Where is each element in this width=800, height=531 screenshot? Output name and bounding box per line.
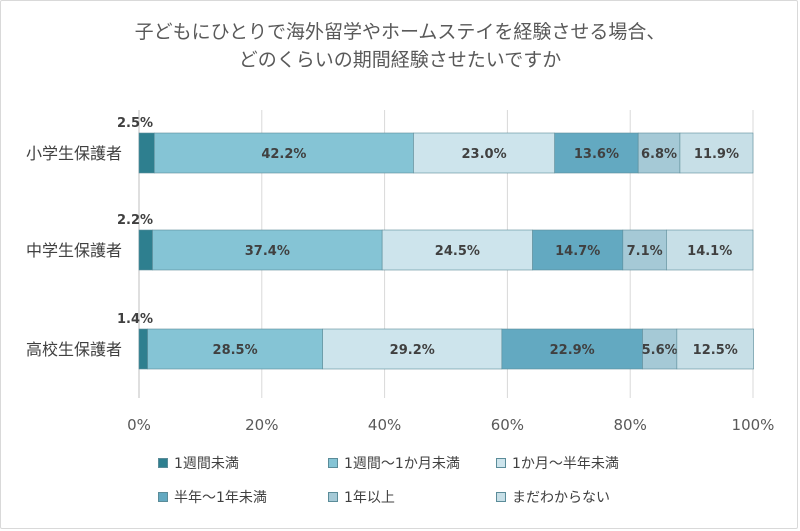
bar-segment <box>666 229 754 271</box>
legend-swatch <box>158 458 168 468</box>
bar-segment <box>138 132 155 174</box>
bar-segment <box>637 132 681 174</box>
data-label: 42.2% <box>261 147 306 162</box>
chart-title-line2: どのくらいの期間経験させたいですか <box>238 49 562 71</box>
chart-title: 子どもにひとりで海外留学やホームステイを経験させる場合、 どのくらいの期間経験さ… <box>0 18 800 74</box>
bar-segment <box>138 229 153 271</box>
chart-title-line1: 子どもにひとりで海外留学やホームステイを経験させる場合、 <box>134 21 666 43</box>
bar-segment <box>554 132 639 174</box>
data-label: 22.9% <box>550 343 595 358</box>
x-tick-label: 0% <box>127 416 151 434</box>
data-label: 2.5% <box>117 116 153 131</box>
legend-label: 1か月～半年未満 <box>512 456 619 472</box>
x-tick-label: 60% <box>491 416 524 434</box>
bar-segment <box>532 229 624 271</box>
x-tick-label: 20% <box>245 416 278 434</box>
legend-item: 1か月～半年未満 <box>496 453 619 473</box>
legend-label: 半年～1年未満 <box>174 490 267 506</box>
legend-item: 1週間～1か月未満 <box>328 453 460 473</box>
data-label: 7.1% <box>627 244 663 259</box>
category-label: 高校生保護者 <box>26 340 122 359</box>
data-label: 14.1% <box>687 244 732 259</box>
legend-label: まだわからない <box>512 490 610 506</box>
bar-segment <box>676 328 754 370</box>
data-label: 13.6% <box>574 147 619 162</box>
data-label: 11.9% <box>694 147 739 162</box>
legend-label: 1年以上 <box>344 490 395 506</box>
data-label: 29.2% <box>390 343 435 358</box>
legend-swatch <box>158 492 168 502</box>
data-label: 2.2% <box>117 213 153 228</box>
bar-segment <box>152 229 383 271</box>
category-label: 小学生保護者 <box>26 144 122 163</box>
bar-segment <box>501 328 643 370</box>
data-label: 23.0% <box>462 147 507 162</box>
data-label: 37.4% <box>245 244 290 259</box>
data-label: 28.5% <box>213 343 258 358</box>
legend-item: 半年～1年未満 <box>158 487 267 507</box>
category-label: 中学生保護者 <box>26 241 122 260</box>
legend-swatch <box>496 458 506 468</box>
bar-segment <box>147 328 323 370</box>
bar-segment <box>413 132 555 174</box>
legend-item: 1週間未満 <box>158 453 239 473</box>
data-label: 1.4% <box>117 312 153 327</box>
x-tick-label: 80% <box>614 416 647 434</box>
bar-segment <box>322 328 503 370</box>
data-label: 6.8% <box>641 147 677 162</box>
legend-item: まだわからない <box>496 487 610 507</box>
data-label: 24.5% <box>435 244 480 259</box>
data-label: 5.6% <box>642 343 678 358</box>
bar-segment <box>154 132 414 174</box>
legend-label: 1週間～1か月未満 <box>344 456 460 472</box>
data-label: 12.5% <box>693 343 738 358</box>
legend-label: 1週間未満 <box>174 456 239 472</box>
bar-segment <box>381 229 533 271</box>
legend-swatch <box>496 492 506 502</box>
x-tick-label: 100% <box>732 416 775 434</box>
legend-swatch <box>328 458 338 468</box>
bar-segment <box>679 132 754 174</box>
bar-segment <box>138 328 148 370</box>
bar-segment <box>642 328 678 370</box>
legend-item: 1年以上 <box>328 487 395 507</box>
x-tick-label: 40% <box>368 416 401 434</box>
data-label: 14.7% <box>555 244 600 259</box>
legend-swatch <box>328 492 338 502</box>
bar-segment <box>622 229 667 271</box>
